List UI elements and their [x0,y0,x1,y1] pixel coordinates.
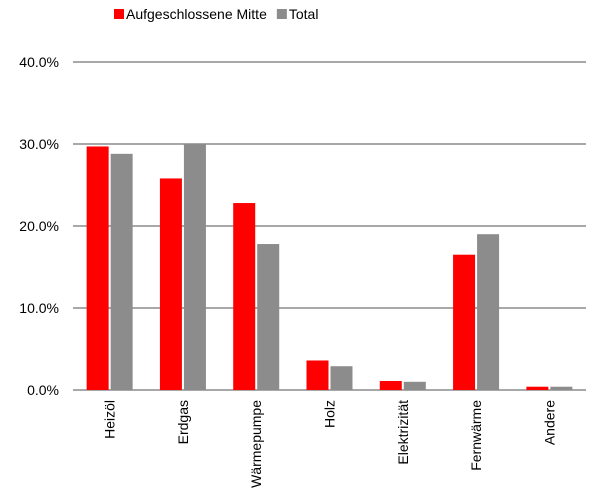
legend: Aufgeschlossene Mitte Total [114,6,318,22]
x-tick-label: Heizöl [102,400,118,439]
y-tick-label: 20.0% [19,218,59,234]
y-axis-tick-labels: 0.0% 10.0% 20.0% 30.0% 40.0% [19,54,59,398]
y-tick-label: 0.0% [27,382,59,398]
x-tick-label: Erdgas [175,400,191,444]
x-tick-label: Elektrizität [395,400,411,465]
gridlines [73,61,586,391]
bar-total [110,153,133,390]
bar-aufgeschlossene-mitte [379,380,402,390]
bar-aufgeschlossene-mitte [306,360,329,390]
y-tick-label: 30.0% [19,136,59,152]
x-tick-label: Holz [322,400,338,428]
bars [86,144,573,390]
x-tick-label: Andere [541,400,557,445]
x-tick-label: Fernwärme [468,400,484,471]
legend-label: Total [289,6,319,22]
bar-total [183,144,206,390]
bar-total [403,381,426,390]
bar-total [477,234,500,390]
bar-total [257,244,280,390]
x-axis-tick-labels: Heizöl Erdgas Wärmepumpe Holz Elektrizität Fe… [102,400,558,488]
bar-aufgeschlossene-mitte [86,146,109,390]
bar-total [330,366,353,390]
legend-swatch [276,9,287,19]
bar-aufgeschlossene-mitte [526,386,549,390]
legend-label: Aufgeschlossene Mitte [126,6,267,22]
y-tick-label: 40.0% [19,54,59,70]
bar-aufgeschlossene-mitte [233,203,256,390]
legend-swatch [114,9,124,19]
x-tick-label: Wärmepumpe [248,400,264,488]
bar-aufgeschlossene-mitte [159,178,182,390]
bar-aufgeschlossene-mitte [453,254,476,390]
bar-total [550,386,573,390]
y-tick-label: 10.0% [19,300,59,316]
